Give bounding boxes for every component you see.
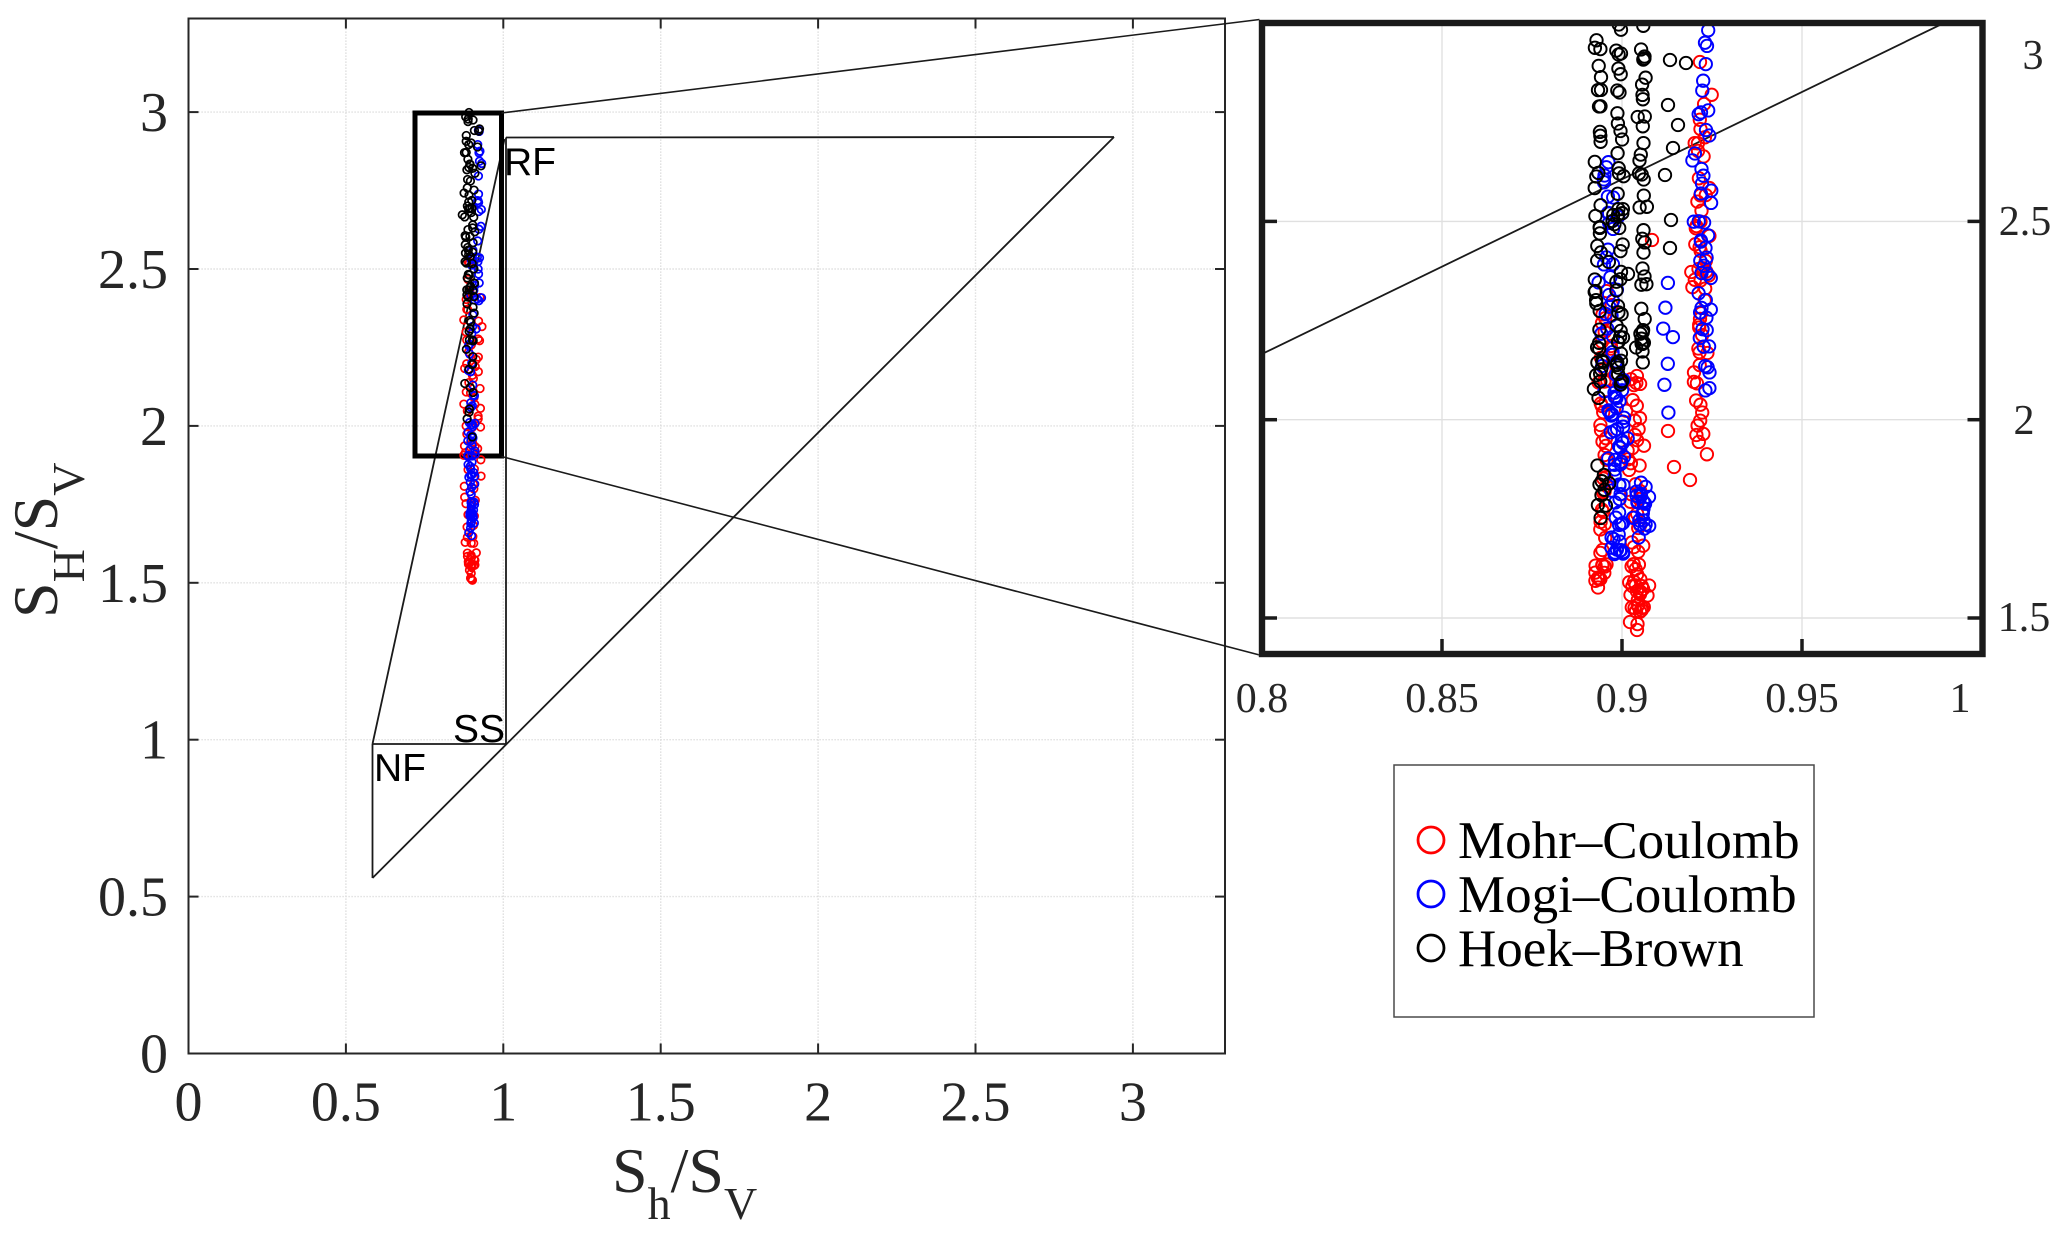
svg-text:2.5: 2.5 [1999, 199, 2052, 245]
svg-text:1: 1 [140, 710, 168, 772]
svg-text:3: 3 [140, 82, 168, 144]
svg-text:0.95: 0.95 [1765, 676, 1839, 722]
svg-text:0.9: 0.9 [1596, 676, 1649, 722]
svg-text:SS: SS [453, 708, 505, 751]
svg-text:1.5: 1.5 [626, 1072, 696, 1134]
svg-text:0: 0 [175, 1072, 203, 1134]
svg-text:0.5: 0.5 [98, 867, 168, 929]
svg-text:Hoek–Brown: Hoek–Brown [1458, 920, 1744, 978]
svg-text:1: 1 [1950, 676, 1971, 722]
svg-text:1.5: 1.5 [1998, 595, 2051, 641]
svg-text:3: 3 [1119, 1072, 1147, 1134]
svg-text:0.85: 0.85 [1405, 676, 1479, 722]
svg-text:1: 1 [489, 1072, 517, 1134]
svg-text:0.8: 0.8 [1236, 676, 1289, 722]
svg-text:Mohr–Coulomb: Mohr–Coulomb [1458, 812, 1800, 870]
svg-text:2.5: 2.5 [941, 1072, 1011, 1134]
svg-text:2.5: 2.5 [98, 239, 168, 301]
svg-text:1.5: 1.5 [98, 553, 168, 615]
svg-text:0.5: 0.5 [311, 1072, 381, 1134]
svg-text:2: 2 [804, 1072, 832, 1134]
svg-text:NF: NF [374, 747, 426, 790]
svg-text:0: 0 [140, 1024, 168, 1086]
svg-text:2: 2 [140, 396, 168, 458]
svg-text:2: 2 [2014, 398, 2035, 444]
svg-text:Mogi–Coulomb: Mogi–Coulomb [1458, 866, 1797, 924]
svg-text:3: 3 [2023, 33, 2044, 79]
svg-text:RF: RF [504, 141, 556, 184]
